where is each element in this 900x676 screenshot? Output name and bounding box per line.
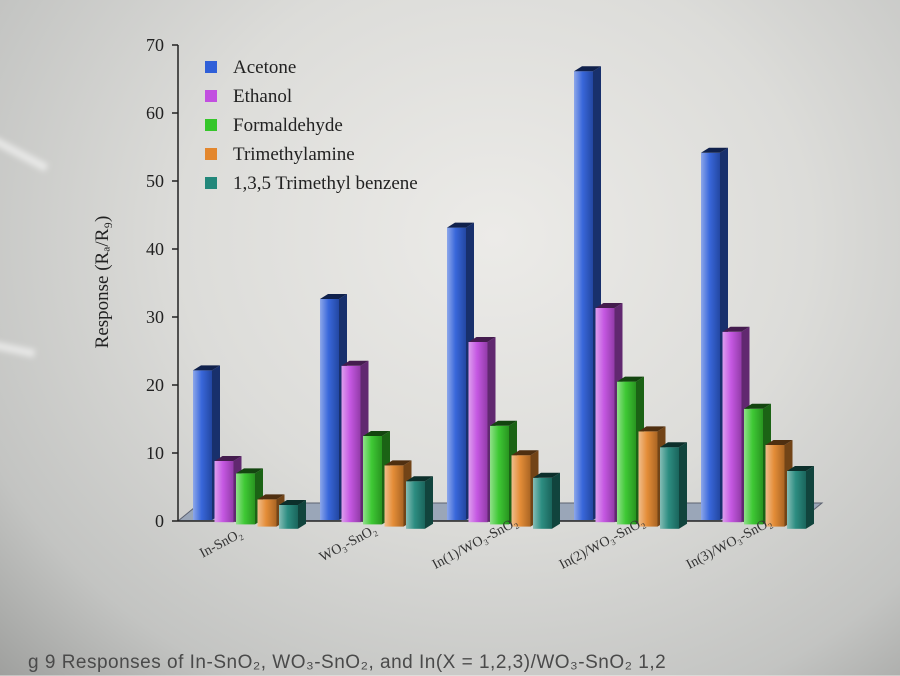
bar-top-0: [320, 294, 347, 299]
legend-label: Acetone: [233, 57, 296, 78]
bar-3: [511, 455, 531, 527]
y-axis-label: Response (Rₐ/R₉): [92, 216, 113, 349]
bar-top-4: [787, 466, 814, 471]
legend-label: Trimethylamine: [233, 144, 355, 165]
bar-chart-3d: 0 10 20 30 40 50 60 70 Response (Rₐ/R₉) In-SnO₂ WO…: [92, 35, 824, 573]
bar-1: [468, 342, 488, 523]
bar-top-2: [490, 420, 517, 426]
bar-4: [406, 481, 425, 529]
y-tick-label: 50: [146, 171, 164, 191]
x-category-label: In(1)/WO₃-SnO₂: [430, 515, 521, 573]
bar-top-2: [363, 431, 390, 436]
bar-2: [617, 381, 636, 525]
bar-side-4: [552, 472, 560, 529]
bar-top-2: [236, 468, 263, 474]
bar-3: [257, 499, 277, 527]
bar-top-4: [406, 476, 433, 482]
bar-top-4: [279, 500, 306, 505]
bar-top-1: [722, 326, 750, 332]
bar-0: [574, 71, 593, 520]
bar-top-3: [511, 450, 539, 456]
x-category-label: WO₃-SnO₂: [317, 523, 379, 566]
legend-swatch: [205, 148, 217, 160]
bar-top-1: [468, 337, 496, 342]
bar-2: [490, 425, 509, 525]
legend-label: 1,3,5 Trimethyl benzene: [233, 173, 418, 194]
bar-side-4: [425, 476, 433, 529]
bar-top-2: [744, 403, 771, 409]
bar-side-4: [679, 442, 687, 529]
bar-3: [765, 445, 785, 527]
bar-top-1: [214, 456, 242, 461]
bar-top-1: [595, 303, 623, 308]
bar-3: [638, 431, 658, 527]
legend-swatch: [205, 90, 217, 102]
bar-0: [447, 227, 466, 520]
bar-top-0: [193, 365, 220, 371]
x-category-label: In(2)/WO₃-SnO₂: [557, 515, 648, 573]
bar-top-3: [384, 460, 412, 466]
bar-0: [193, 370, 212, 520]
bar-top-4: [533, 472, 560, 478]
bar-top-0: [447, 222, 474, 228]
bar-1: [214, 461, 234, 523]
legend-swatch: [205, 119, 217, 131]
y-tick-label: 60: [146, 103, 164, 123]
x-category-label: In-SnO₂: [197, 526, 245, 561]
figure-caption: g 9 Responses of In-SnO₂, WO₃-SnO₂, and …: [28, 652, 667, 673]
bar-side-4: [806, 466, 814, 529]
bar-top-0: [701, 147, 728, 153]
bar-0: [701, 152, 720, 521]
legend-label: Formaldehyde: [233, 115, 343, 136]
legend-swatch: [205, 61, 217, 73]
x-category-label: In(3)/WO₃-SnO₂: [684, 515, 775, 573]
bar-4: [787, 471, 806, 529]
y-tick-label: 70: [146, 35, 164, 55]
y-tick-label: 30: [146, 307, 164, 327]
bar-1: [722, 331, 742, 523]
legend-swatch: [205, 177, 217, 189]
y-tick-label: 40: [146, 239, 164, 259]
bar-4: [279, 505, 298, 529]
y-tick-label: 20: [146, 375, 164, 395]
y-tick-label: 0: [155, 511, 164, 531]
bar-2: [363, 436, 382, 525]
bar-top-2: [617, 376, 644, 382]
bar-top-0: [574, 66, 601, 72]
bar-4: [660, 447, 679, 529]
bar-top-1: [341, 360, 369, 366]
bar-1: [595, 308, 615, 523]
bar-top-3: [638, 426, 666, 432]
bar-0: [320, 299, 339, 520]
bar-1: [341, 365, 361, 523]
bar-top-3: [765, 440, 793, 445]
bar-top-3: [257, 494, 285, 500]
bar-top-4: [660, 442, 687, 448]
bar-3: [384, 465, 404, 527]
legend-label: Ethanol: [233, 86, 292, 107]
bar-2: [744, 408, 763, 525]
bar-2: [236, 473, 255, 525]
y-tick-label: 10: [146, 443, 164, 463]
bar-side-4: [298, 500, 306, 529]
bar-4: [533, 477, 552, 529]
